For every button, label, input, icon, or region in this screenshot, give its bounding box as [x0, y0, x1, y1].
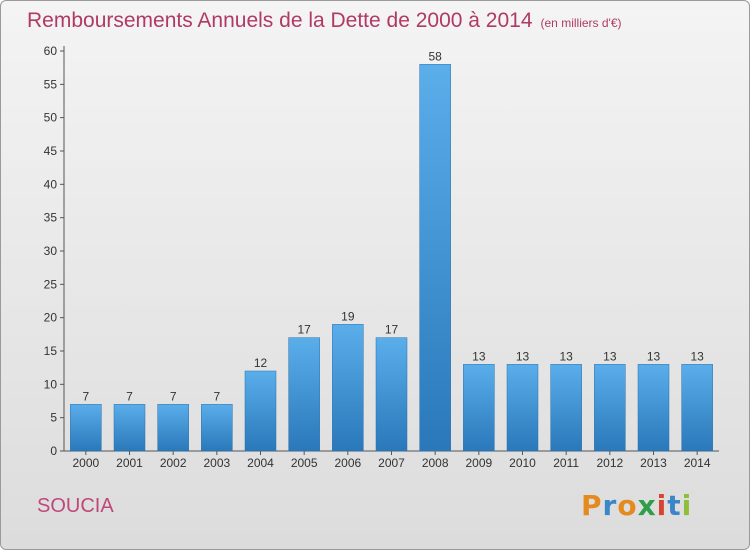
x-tick-label: 2001 — [116, 456, 143, 470]
x-tick-label: 2014 — [684, 456, 711, 470]
logo-letter: i — [656, 489, 668, 522]
proxiti-logo: Proxiti — [581, 489, 692, 522]
x-tick-label: 2009 — [465, 456, 492, 470]
bar-value-label: 58 — [428, 49, 442, 63]
chart-title: Remboursements Annuels de la Dette de 20… — [27, 9, 622, 33]
y-tick-label: 10 — [44, 377, 58, 391]
place-name: SOUCIA — [37, 495, 114, 517]
x-tick-label: 2002 — [160, 456, 187, 470]
x-tick-label: 2011 — [553, 456, 579, 470]
bar-value-label: 13 — [559, 349, 573, 363]
x-tick-label: 2008 — [422, 456, 449, 470]
y-tick-label: 30 — [44, 244, 58, 258]
bar-2013 — [637, 364, 670, 452]
y-tick-label: 50 — [44, 111, 58, 125]
bar-value-label: 13 — [516, 349, 530, 363]
bar-value-label: 19 — [341, 309, 355, 323]
x-tick-label: 2013 — [640, 456, 667, 470]
y-tick-label: 45 — [44, 144, 58, 158]
y-tick-label: 5 — [50, 411, 57, 425]
x-tick-label: 2006 — [334, 456, 361, 470]
logo-letter: P — [581, 489, 603, 522]
y-tick-label: 55 — [44, 77, 58, 91]
bar-2010 — [506, 364, 539, 452]
y-tick-label: 0 — [50, 444, 57, 458]
x-tick-label: 2003 — [203, 456, 230, 470]
bar-2004 — [244, 370, 277, 452]
bar-value-label: 7 — [170, 389, 177, 403]
y-tick-label: 25 — [44, 277, 58, 291]
y-tick-label: 35 — [44, 211, 58, 225]
bar-value-label: 12 — [254, 356, 268, 370]
bar-value-label: 13 — [472, 349, 486, 363]
bar-value-label: 13 — [690, 349, 704, 363]
bar-value-label: 13 — [603, 349, 617, 363]
x-tick-label: 2000 — [72, 456, 99, 470]
y-tick-label: 20 — [44, 311, 58, 325]
bar-value-label: 13 — [647, 349, 661, 363]
chart-bars: 7 7 7 7 12 17 19 17 58 13 13 13 13 13 13 — [70, 49, 713, 452]
y-tick-label: 40 — [44, 177, 58, 191]
bar-2001 — [113, 404, 146, 452]
logo-letter: i — [681, 489, 693, 522]
chart-title-text: Remboursements Annuels de la Dette de 20… — [27, 9, 533, 32]
logo-letter: o — [617, 489, 638, 522]
bar-value-label: 17 — [385, 323, 399, 337]
bar-2009 — [463, 364, 495, 452]
bar-2011 — [550, 364, 582, 452]
bar-value-label: 7 — [126, 389, 133, 403]
x-tick-label: 2010 — [509, 456, 536, 470]
bar-2005 — [288, 337, 320, 452]
bar-2003 — [201, 404, 233, 452]
logo-letter: t — [667, 489, 682, 522]
bar-2008 — [419, 64, 451, 452]
y-tick-label: 60 — [44, 44, 58, 58]
bar-value-label: 7 — [82, 389, 89, 403]
logo-letter: r — [602, 489, 618, 522]
x-tick-label: 2004 — [247, 456, 274, 470]
bar-2012 — [594, 364, 626, 452]
bar-2007 — [375, 337, 408, 452]
chart-unit: (en milliers d'€) — [540, 16, 622, 30]
bar-value-label: 7 — [213, 389, 220, 403]
bar-value-label: 17 — [297, 323, 311, 337]
bar-2014 — [681, 364, 713, 452]
x-tick-label: 2005 — [291, 456, 318, 470]
bar-2000 — [70, 404, 102, 452]
x-tick-label: 2012 — [596, 456, 623, 470]
y-tick-label: 15 — [44, 344, 58, 358]
logo-letter: x — [637, 489, 657, 522]
x-tick-label: 2007 — [378, 456, 405, 470]
bar-2006 — [332, 324, 364, 452]
bar-2002 — [157, 404, 189, 452]
